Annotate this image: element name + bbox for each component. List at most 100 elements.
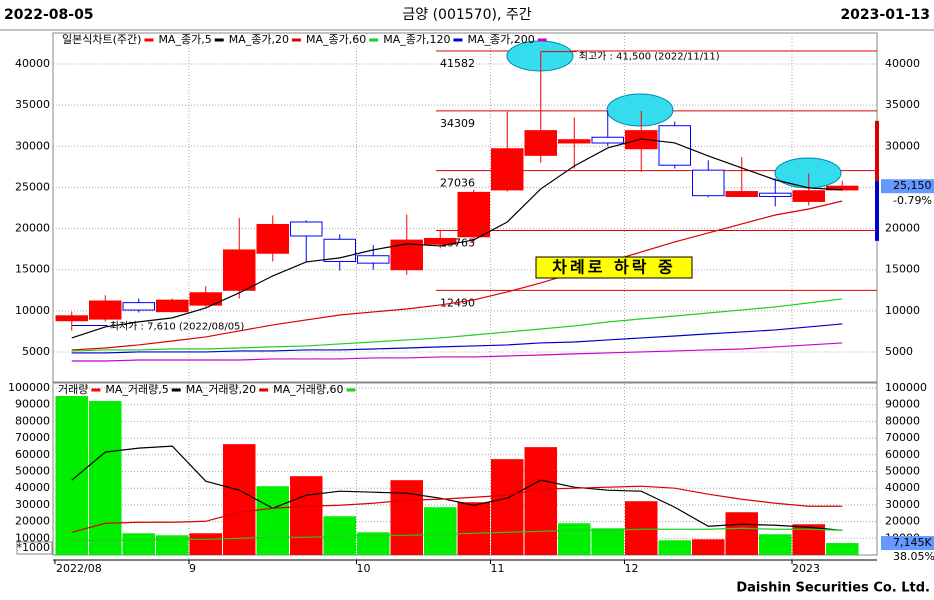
candle-body [658,125,691,166]
y-tick-label: 20000 [15,515,50,528]
candle-body [457,191,490,238]
y-tick-label: 70000 [885,431,920,444]
moving-average-line [71,138,843,339]
candle-body [122,302,155,311]
unit-label: *1000 [17,541,51,554]
volume-bar [256,486,289,555]
volume-bar [189,533,222,555]
candle-body [558,139,591,144]
x-tick-label: 11 [491,562,505,575]
candle-body [524,130,557,156]
volume-bar [223,444,256,555]
y-tick-label: 25000 [15,180,50,193]
x-tick-label: 9 [189,562,196,575]
volume-bar [826,543,859,555]
end-date: 2023-01-13 [840,7,930,23]
y-tick-label: 35000 [15,98,50,111]
candle-body [55,315,88,322]
y-tick-label: 40000 [885,57,920,70]
y-tick-label: 30000 [15,498,50,511]
candle-body [792,190,825,202]
moving-average-line [71,298,843,352]
high-annotation: 최고가 : 41,500 (2022/11/11) [579,51,720,63]
y-tick-label: 50000 [15,465,50,478]
legend-label: MA_거래량,60 [273,383,343,396]
legend-label: MA_종가,60 [306,33,366,46]
volume-bar [692,539,725,555]
y-tick-label: 5000 [22,345,50,358]
y-tick-label: 70000 [15,431,50,444]
y-tick-label: 20000 [15,222,50,235]
y-tick-label: 20000 [885,222,920,235]
candle-body [357,255,390,264]
candle-body [759,192,792,197]
last-price-label: 25,150 [893,179,932,192]
y-tick-label: 35000 [885,98,920,111]
y-tick-label: 20000 [885,515,920,528]
volume-bar [491,459,524,555]
callout-text: 차례로 하락 중 [552,258,675,277]
y-tick-label: 60000 [885,448,920,461]
last-volume-box [881,536,934,551]
volume-bar [357,532,390,555]
moving-average-line [71,323,843,354]
range-bar-up [875,120,879,181]
volume-bar [759,534,792,555]
legend-label: MA_종가,120 [383,33,450,46]
volume-bar [156,535,189,555]
candle-body [89,300,122,320]
moving-average-line [71,445,843,531]
moving-average-line [71,200,843,351]
volume-bar [658,540,691,555]
low-annotation: 최저가 : 7,610 (2022/08/05) [110,321,245,333]
candle-body [223,249,256,291]
y-tick-label: 60000 [15,448,50,461]
candle-body [591,136,624,144]
y-tick-label: 10000 [885,304,920,317]
highlight-ellipse [606,93,674,127]
legend-label: MA_거래량,5 [105,383,168,396]
candle-body [826,185,859,191]
volume-change-label: 38.05% [893,550,934,563]
volume-bar [89,401,122,555]
candle-body [725,191,758,197]
y-tick-label: 80000 [15,414,50,427]
y-tick-label: 90000 [15,398,50,411]
unit-box [16,541,53,555]
y-tick-label: 10000 [15,531,50,544]
legend-label: MA_종가,200 [467,33,534,46]
y-tick-label: 30000 [885,498,920,511]
level-label: 41582 [440,57,475,70]
volume-bar [591,528,624,555]
y-tick-label: 40000 [885,481,920,494]
title: 금양 (001570), 주간 [402,7,531,23]
y-tick-label: 30000 [885,139,920,152]
candle-body [256,223,289,254]
volume-bar [55,396,88,555]
decorations [506,40,842,189]
x-tick-label: 10 [357,562,371,575]
callout-box [535,256,693,279]
moving-average-line [71,527,843,541]
volume-bar [725,512,758,555]
candle-body [692,169,725,197]
highlight-ellipse [774,157,842,189]
candle-body [424,237,457,245]
legend-label: 일본식차트(주간) [62,32,141,46]
legend-label: MA_종가,20 [229,33,289,46]
y-tick-label: 40000 [15,57,50,70]
volume-bar [122,533,155,555]
range-bar-down [875,180,879,241]
last-price-box [881,179,934,194]
y-tick-label: 30000 [15,139,50,152]
volume-bar [290,476,323,555]
volume-bar [524,447,557,555]
y-tick-label: 15000 [15,263,50,276]
candle-body [491,148,524,191]
start-date: 2022-08-05 [4,7,94,23]
y-tick-label: 5000 [885,345,913,358]
y-tick-label: 40000 [15,481,50,494]
x-tick-label: 2023 [792,562,820,575]
